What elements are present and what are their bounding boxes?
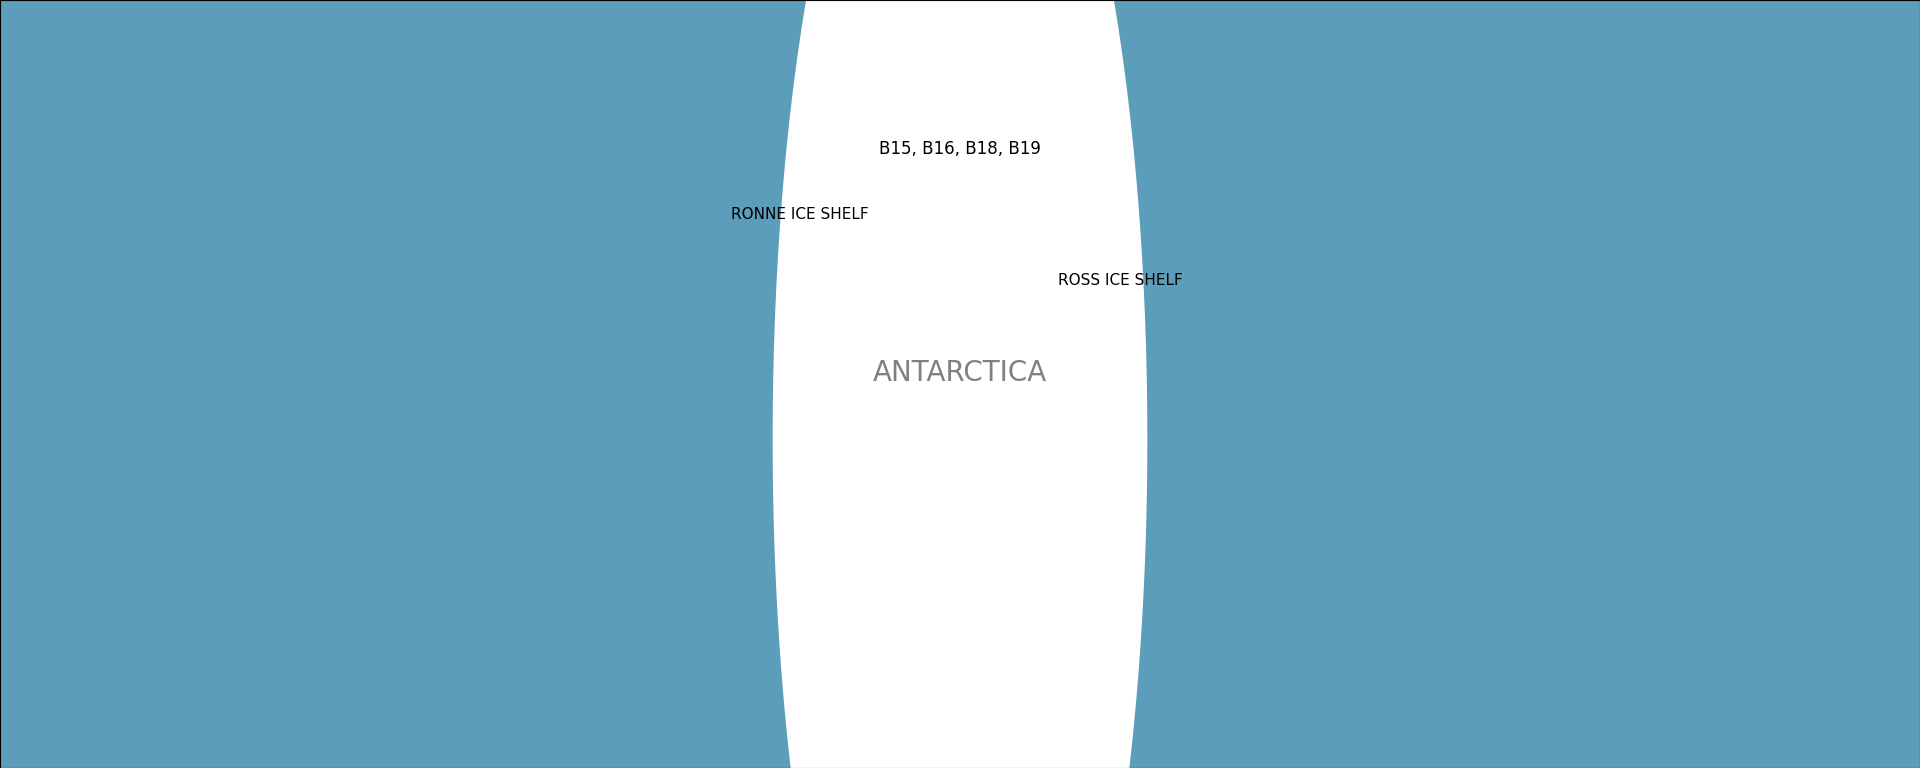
Text: ROSS ICE SHELF: ROSS ICE SHELF <box>1058 273 1183 288</box>
Polygon shape <box>774 0 1146 768</box>
Text: ANTARCTICA: ANTARCTICA <box>874 359 1046 387</box>
Text: RONNE ICE SHELF: RONNE ICE SHELF <box>732 207 870 223</box>
Text: B15, B16, B18, B19: B15, B16, B18, B19 <box>879 140 1041 157</box>
